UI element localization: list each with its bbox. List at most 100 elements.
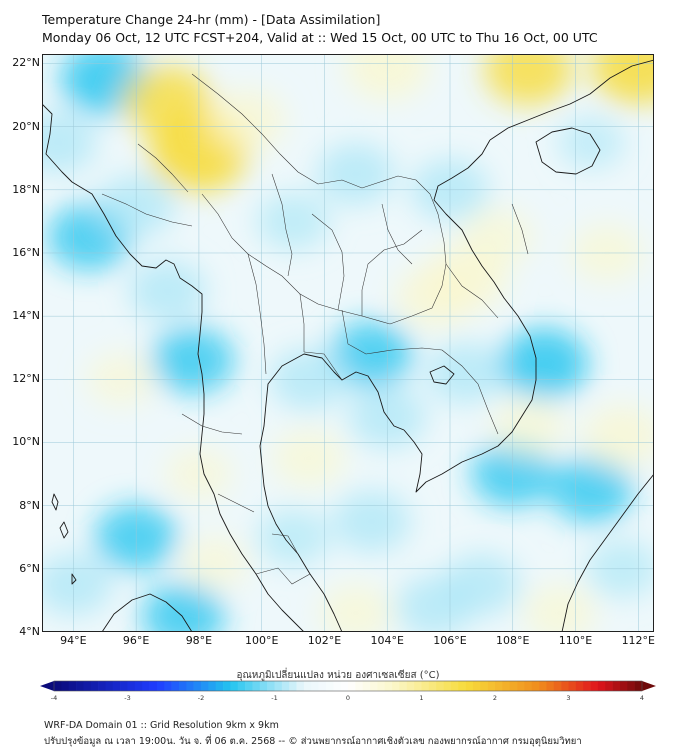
map-panel <box>42 54 654 632</box>
longitude-label: 108°E <box>496 634 530 647</box>
colorbar-cell <box>333 681 341 691</box>
warm-anomaly <box>492 397 565 456</box>
latitude-label: 14°N <box>12 309 40 323</box>
cool-anomaly <box>426 342 505 405</box>
warm-anomaly <box>523 584 597 632</box>
colorbar-cell <box>134 681 143 691</box>
longitude-label: 98°E <box>185 634 213 647</box>
warm-anomaly <box>123 65 212 137</box>
colorbar-cell <box>436 681 444 691</box>
cool-anomaly <box>256 508 330 567</box>
colorbar-cell <box>274 681 283 691</box>
colorbar-cell <box>259 681 268 691</box>
latitude-label: 16°N <box>12 245 40 259</box>
colorbar-cell <box>597 681 606 691</box>
longitude-label: 100°E <box>244 634 279 647</box>
colorbar-cell <box>340 681 349 691</box>
map-subtitle: Monday 06 Oct, 12 UTC FCST+204, Valid at… <box>42 30 598 45</box>
colorbar-tick-label: 2 <box>492 694 498 702</box>
cool-anomaly <box>42 553 113 616</box>
colorbar-cell <box>568 681 577 691</box>
longitude-label: 94°E <box>60 634 87 647</box>
latitude-label: 20°N <box>12 119 40 133</box>
warm-anomaly <box>207 89 285 152</box>
temperature-map <box>42 54 654 632</box>
cool-anomaly <box>549 456 633 524</box>
colorbar-cell <box>142 681 150 691</box>
warm-anomaly <box>460 208 534 266</box>
warm-anomaly <box>319 584 393 632</box>
colorbar-cell <box>443 681 452 691</box>
colorbar-cell <box>54 681 62 691</box>
colorbar-cell <box>164 681 172 691</box>
map-title: Temperature Change 24-hr (mm) - [Data As… <box>42 12 381 27</box>
colorbar-tick-label: -1 <box>271 694 278 702</box>
colorbar-cell <box>186 681 194 691</box>
colorbar-cell <box>362 681 371 691</box>
colorbar-cell <box>553 681 562 691</box>
colorbar-cell <box>201 681 209 691</box>
colorbar-cell <box>105 681 114 691</box>
warm-anomaly <box>583 405 654 468</box>
colorbar-max-arrow <box>642 681 656 691</box>
colorbar-cell <box>465 681 474 691</box>
colorbar-cell <box>156 681 165 691</box>
colorbar-cell <box>517 681 525 691</box>
colorbar-cell <box>303 681 312 691</box>
colorbar-cell <box>90 681 99 691</box>
colorbar-tick-label: -4 <box>50 694 58 702</box>
colorbar-cell <box>495 681 503 691</box>
latitude-label: 6°N <box>19 561 40 575</box>
cool-anomaly <box>316 143 395 206</box>
colorbar-cell <box>428 681 437 691</box>
colorbar-tick-label: -3 <box>124 694 131 702</box>
colorbar-cell <box>355 681 363 691</box>
latitude-label: 4°N <box>19 625 40 638</box>
colorbar-cell <box>267 681 275 691</box>
colorbar-cell <box>348 681 356 691</box>
colorbar-cell <box>120 681 128 691</box>
colorbar-cell <box>487 681 496 691</box>
cool-anomaly <box>332 490 411 553</box>
longitude-label: 102°E <box>307 634 342 647</box>
warm-anomaly <box>180 535 249 590</box>
colorbar-cell <box>619 681 628 691</box>
footer-credit: ปรับปรุงข้อมูล ณ เวลา 19:00น. วัน จ. ที่… <box>44 736 582 747</box>
colorbar-cell <box>399 681 408 691</box>
colorbar-cell <box>605 681 613 691</box>
colorbar-cell <box>230 681 239 691</box>
colorbar-cell <box>98 681 106 691</box>
colorbar-cell <box>590 681 599 691</box>
latitude-label: 10°N <box>12 435 40 449</box>
latitude-label: 8°N <box>19 498 40 512</box>
colorbar-cell <box>127 681 136 691</box>
longitude-label: 112°E <box>621 634 656 647</box>
colorbar-cell <box>289 681 297 691</box>
colorbar-cell <box>325 681 334 691</box>
longitude-label: 96°E <box>122 634 150 647</box>
colorbar-cell <box>311 681 319 691</box>
colorbar-cell <box>68 681 77 691</box>
colorbar-cell <box>392 681 400 691</box>
longitude-label: 106°E <box>433 634 467 647</box>
cool-anomaly <box>256 192 330 251</box>
cool-anomaly <box>329 320 414 388</box>
colorbar-cell <box>208 681 216 691</box>
colorbar-tick-label: 3 <box>566 694 571 702</box>
colorbar-cell <box>450 681 459 691</box>
map-gridlines <box>42 54 654 632</box>
colorbar-cell <box>252 681 261 691</box>
cool-anomaly <box>499 328 589 399</box>
colorbar-cell <box>377 681 386 691</box>
colorbar-tick-label: 4 <box>639 694 645 702</box>
province-borders <box>101 73 529 585</box>
colorbar-cell <box>421 681 430 691</box>
colorbar-cell <box>509 681 518 691</box>
colorbar-cell <box>531 681 540 691</box>
warm-anomaly <box>395 266 474 329</box>
colorbar-cell <box>178 681 187 691</box>
cool-anomaly <box>557 115 626 170</box>
colorbar-cell <box>634 681 643 691</box>
colorbar-cell <box>583 681 591 691</box>
colorbar-cell <box>575 681 584 691</box>
